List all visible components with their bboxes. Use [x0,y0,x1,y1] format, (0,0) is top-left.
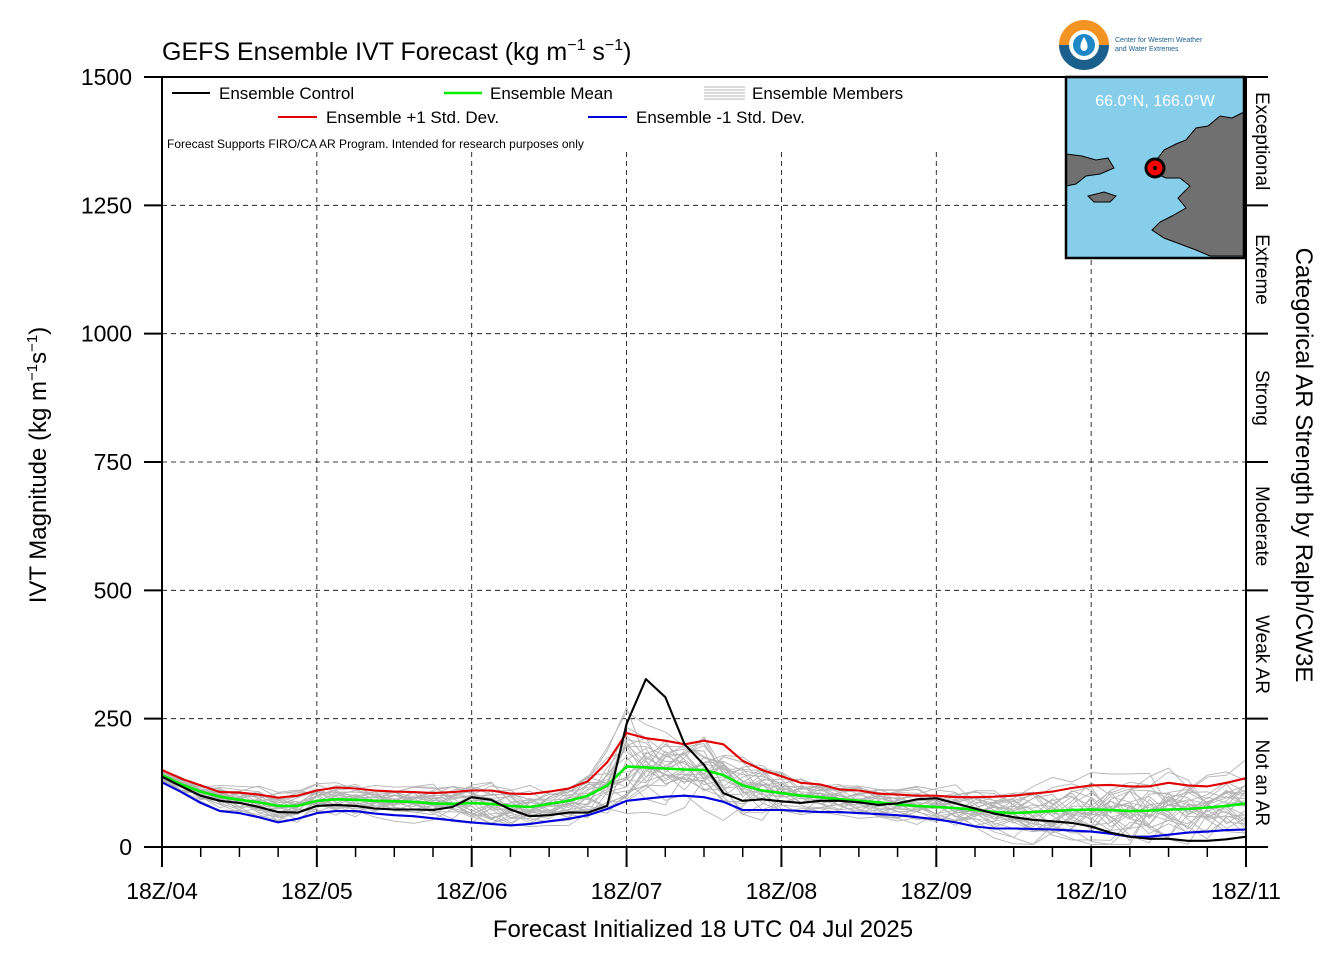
legend-minus-std-label: Ensemble -1 Std. Dev. [636,108,805,127]
x-tick-label: 18Z/05 [281,878,353,904]
ensemble-member-line [161,759,1247,830]
inset-location-label: 66.0°N, 166.0°W [1095,93,1215,110]
x-tick-label: 18Z/09 [900,878,972,904]
legend: Ensemble Control Ensemble Mean Ensemble … [167,84,903,151]
chart-title: GEFS Ensemble IVT Forecast (kg m−1 s−1) [162,37,632,66]
x-axis-label: Forecast Initialized 18 UTC 04 Jul 2025 [493,916,913,943]
minus-std-line [161,781,1247,838]
droplet-icon [1080,37,1088,51]
y-tick-label: 1250 [81,192,132,218]
ensemble-member-line [161,747,1247,828]
inset-land-alaska [1149,111,1245,257]
ar-category-label: Extreme [1251,234,1272,305]
grid-lines [162,152,1246,847]
x-tick-label: 18Z/07 [591,878,663,904]
ensemble-member-line [161,711,1247,841]
inset-land-island [1087,191,1117,203]
category-labels: Not an AR Weak AR Moderate Strong Extreme Exc… [1251,92,1272,826]
legend-plus-std-label: Ensemble +1 Std. Dev. [326,108,499,127]
ar-category-label: Weak AR [1251,615,1272,694]
legend-members-swatch [704,86,745,100]
y-tick-label: 1000 [81,321,132,347]
y-tick-label: 1500 [81,64,132,90]
y-tick-label: 0 [119,834,132,860]
ensemble-series [161,678,1247,842]
x-tick-label: 18Z/06 [436,878,508,904]
y-axis-label: IVT Magnitude (kg m−1s−1) [24,327,52,604]
ensemble-member-line [161,746,1247,826]
ar-category-label: Not an AR [1251,740,1272,827]
plot-frame [161,76,1247,848]
x-tick-label: 18Z/11 [1211,878,1281,904]
mean-line [161,765,1247,815]
x-tick-label: 18Z/10 [1055,878,1127,904]
ensemble-member-line [161,764,1247,845]
control-line [161,678,1247,842]
legend-mean-label: Ensemble Mean [490,84,613,103]
axis-ticks: 0 250 500 750 1000 1250 1500 18Z/04 18Z/05 18Z/06… [81,64,1281,904]
legend-control-label: Ensemble Control [219,84,354,103]
ensemble-member-line [161,736,1247,831]
research-note: Forecast Supports FIRO/CA AR Program. In… [167,137,584,151]
y-tick-label: 750 [94,449,132,475]
x-tick-label: 18Z/08 [746,878,818,904]
legend-members-label: Ensemble Members [752,84,903,103]
y-tick-label: 250 [94,706,132,732]
ensemble-member-line [161,744,1247,828]
ar-category-label: Exceptional [1251,92,1272,190]
inset-land-siberia [1065,153,1115,187]
y-tick-label: 500 [94,577,132,603]
logo-text-line1: Center for Western Weather [1115,37,1203,44]
logo-text-line2: and Water Extremes [1115,46,1179,53]
location-inset-map: 66.0°N, 166.0°W [1064,75,1246,260]
ensemble-members [161,706,1247,845]
x-tick-label: 18Z/04 [126,878,198,904]
location-marker-dot [1153,166,1157,170]
plus-std-line [161,731,1247,799]
right-axis-label: Categorical AR Strength by Ralph/CW3E [1290,248,1317,683]
inset-frame [1064,75,1246,260]
ar-category-label: Moderate [1251,486,1272,566]
cw3e-logo: Center for Western Weather and Water Ext… [1059,20,1203,70]
ensemble-member-line [161,770,1247,845]
ar-category-label: Strong [1251,370,1272,426]
